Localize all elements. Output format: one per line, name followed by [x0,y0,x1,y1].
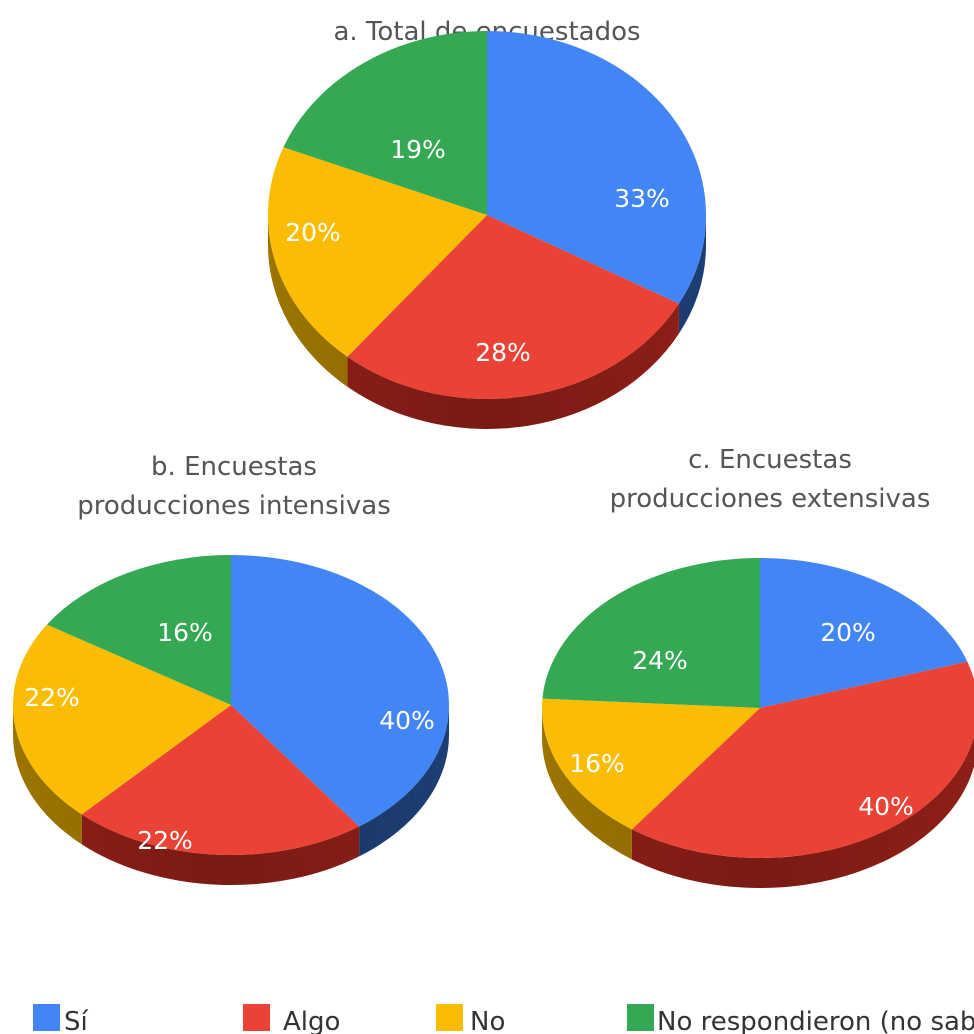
slice-label-si: 20% [820,618,876,647]
pie-rim-shade [13,705,449,885]
pie-rim-shade [268,215,706,429]
legend-swatch-algo [243,1004,270,1031]
pie-chart-extensivas: c. Encuestas producciones extensivas 20%… [542,445,974,888]
pie-slice-algo [631,661,974,858]
pie-slice-si [760,558,968,708]
chart-title-intensivas-line1: b. Encuestas [151,452,317,482]
legend-label-nr: No respondieron (no sabe) [657,1007,974,1034]
pie-slice-algo [347,215,679,399]
legend-swatch-si [33,1004,60,1031]
pie-slice-no [12,624,232,815]
slice-label-algo: 40% [858,792,914,821]
pie-slice-no-responde [46,555,232,705]
legend-swatch-no [436,1004,463,1031]
slice-label-no-responde: 16% [157,618,213,647]
legend-label-no: No [470,1007,505,1034]
pie-rim-intensivas [13,705,449,885]
slice-label-no-responde: 24% [632,646,688,675]
pie-chart-intensivas: b. Encuestas producciones intensivas 40%… [12,452,449,885]
chart-title-extensivas-line2: producciones extensivas [610,484,931,514]
legend-label-algo: Algo [283,1007,340,1034]
slice-label-no: 22% [24,683,80,712]
pie-slice-no-responde [542,558,760,708]
slice-label-no: 20% [285,218,341,247]
pie-slice-algo [81,705,360,855]
pie-slice-no [268,147,487,357]
pie-rim-total [268,215,706,429]
pie-rim-extensivas [542,708,974,888]
chart-title-intensivas-line2: producciones intensivas [77,491,391,521]
slice-label-no-responde: 19% [390,135,446,164]
slice-label-si: 40% [379,706,435,735]
legend-swatch-nr [627,1004,654,1031]
pie-chart-total: a. Total de encuestados 33%28%20%19% [268,17,706,429]
legend-label-si: Sí [64,1007,89,1034]
slice-label-no: 16% [569,749,625,778]
pie-slice-no-responde [283,31,487,215]
slice-label-si: 33% [614,184,670,213]
slice-label-algo: 22% [137,826,193,855]
legend: Sí Algo No No respondieron (no sabe) [33,1004,974,1034]
chart-title-extensivas-line1: c. Encuestas [688,445,852,475]
pie-slice-si [487,31,706,304]
pie-slice-no [542,698,760,830]
pie-slice-si [231,555,449,827]
slice-label-algo: 28% [475,338,531,367]
pie-rim-shade [542,708,974,888]
